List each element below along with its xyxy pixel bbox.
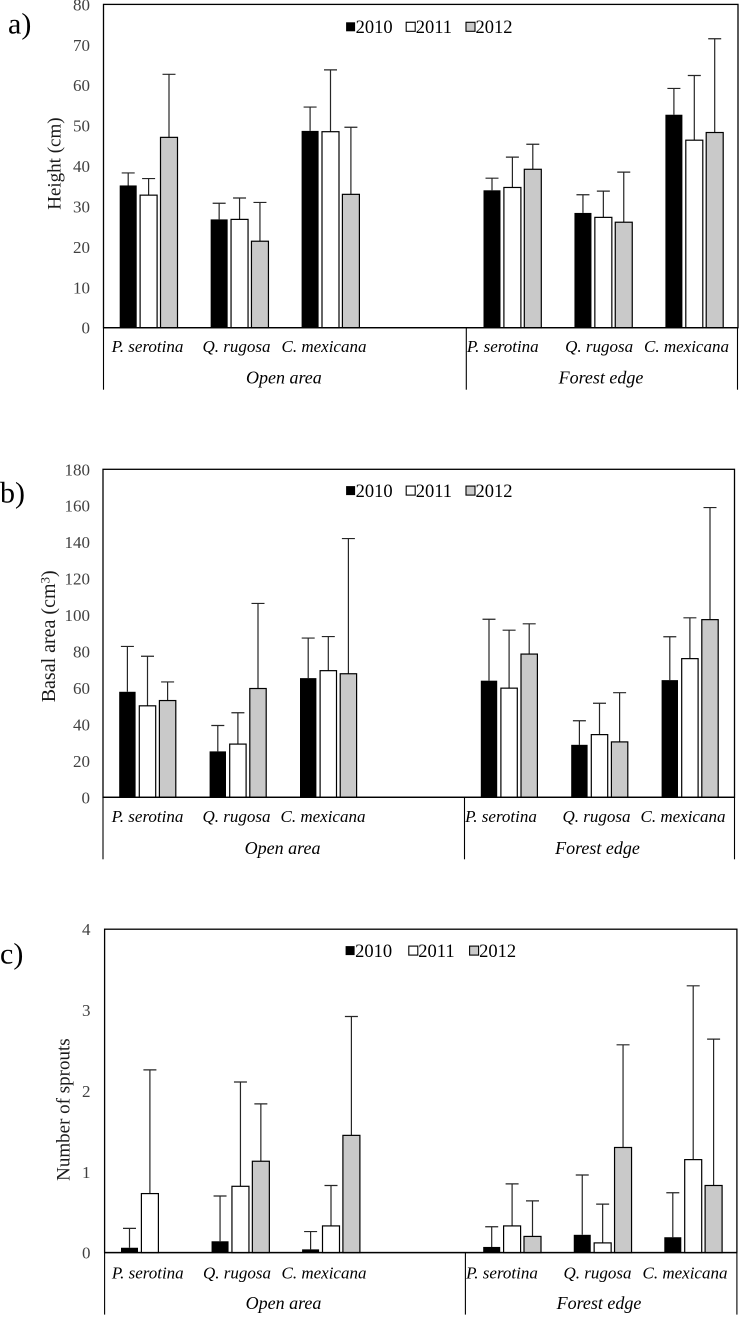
svg-text:0: 0 <box>82 788 91 807</box>
svg-text:2010: 2010 <box>356 18 393 38</box>
svg-text:P. serotina: P. serotina <box>111 807 184 826</box>
svg-text:P. serotina: P. serotina <box>111 1264 184 1283</box>
svg-text:Open area: Open area <box>246 368 322 388</box>
svg-text:2010: 2010 <box>356 482 393 502</box>
svg-text:C. mexicana: C. mexicana <box>281 807 366 826</box>
svg-text:C. mexicana: C. mexicana <box>643 1264 728 1283</box>
svg-text:3: 3 <box>82 1001 91 1020</box>
svg-text:2010: 2010 <box>355 942 392 962</box>
svg-text:Q. rugosa: Q. rugosa <box>562 807 630 826</box>
svg-text:Height (cm): Height (cm) <box>45 117 66 209</box>
svg-text:2011: 2011 <box>416 482 452 502</box>
svg-text:Open area: Open area <box>246 1293 322 1313</box>
svg-text:40: 40 <box>73 715 90 734</box>
svg-text:4: 4 <box>82 920 91 939</box>
svg-text:2: 2 <box>82 1082 91 1101</box>
svg-text:Forest edge: Forest edge <box>554 838 640 858</box>
svg-text:Q. rugosa: Q. rugosa <box>565 337 633 356</box>
svg-text:Forest edge: Forest edge <box>556 1293 642 1313</box>
svg-text:b): b) <box>0 477 25 510</box>
svg-text:160: 160 <box>65 497 91 516</box>
svg-text:Q. rugosa: Q. rugosa <box>563 1264 631 1283</box>
svg-text:2011: 2011 <box>416 18 452 38</box>
svg-text:P. serotina: P. serotina <box>111 337 184 356</box>
svg-text:60: 60 <box>73 76 90 95</box>
svg-text:140: 140 <box>65 533 91 552</box>
svg-text:Q. rugosa: Q. rugosa <box>202 807 270 826</box>
svg-text:P. serotina: P. serotina <box>465 1264 538 1283</box>
svg-text:c): c) <box>0 938 23 971</box>
svg-text:Basal area (cm3): Basal area (cm3) <box>37 570 60 702</box>
svg-text:2012: 2012 <box>476 18 513 38</box>
svg-text:Number of sprouts: Number of sprouts <box>54 1038 75 1180</box>
svg-text:0: 0 <box>82 319 91 338</box>
svg-text:100: 100 <box>65 606 91 625</box>
svg-text:C. mexicana: C. mexicana <box>644 337 729 356</box>
svg-text:P. serotina: P. serotina <box>466 337 539 356</box>
svg-text:C. mexicana: C. mexicana <box>282 1264 367 1283</box>
svg-text:Q. rugosa: Q. rugosa <box>203 1264 271 1283</box>
svg-text:120: 120 <box>65 570 91 589</box>
svg-text:20: 20 <box>73 752 90 771</box>
svg-text:C. mexicana: C. mexicana <box>282 337 367 356</box>
svg-text:P. serotina: P. serotina <box>464 807 537 826</box>
svg-text:70: 70 <box>73 36 90 55</box>
svg-text:20: 20 <box>73 238 90 257</box>
svg-text:Open area: Open area <box>245 838 321 858</box>
svg-text:1: 1 <box>82 1163 91 1182</box>
svg-text:40: 40 <box>73 157 90 176</box>
svg-text:Forest edge: Forest edge <box>558 368 644 388</box>
svg-text:0: 0 <box>82 1244 91 1263</box>
svg-text:80: 80 <box>73 0 90 14</box>
svg-text:2011: 2011 <box>418 942 454 962</box>
svg-text:60: 60 <box>73 679 90 698</box>
svg-text:30: 30 <box>73 197 90 216</box>
svg-text:a): a) <box>8 8 31 41</box>
svg-text:80: 80 <box>73 643 90 662</box>
svg-text:2012: 2012 <box>479 942 516 962</box>
svg-text:C. mexicana: C. mexicana <box>641 807 726 826</box>
svg-text:10: 10 <box>73 278 90 297</box>
svg-text:180: 180 <box>65 460 91 479</box>
svg-text:2012: 2012 <box>476 482 513 502</box>
svg-text:50: 50 <box>73 117 90 136</box>
svg-text:Q. rugosa: Q. rugosa <box>202 337 270 356</box>
